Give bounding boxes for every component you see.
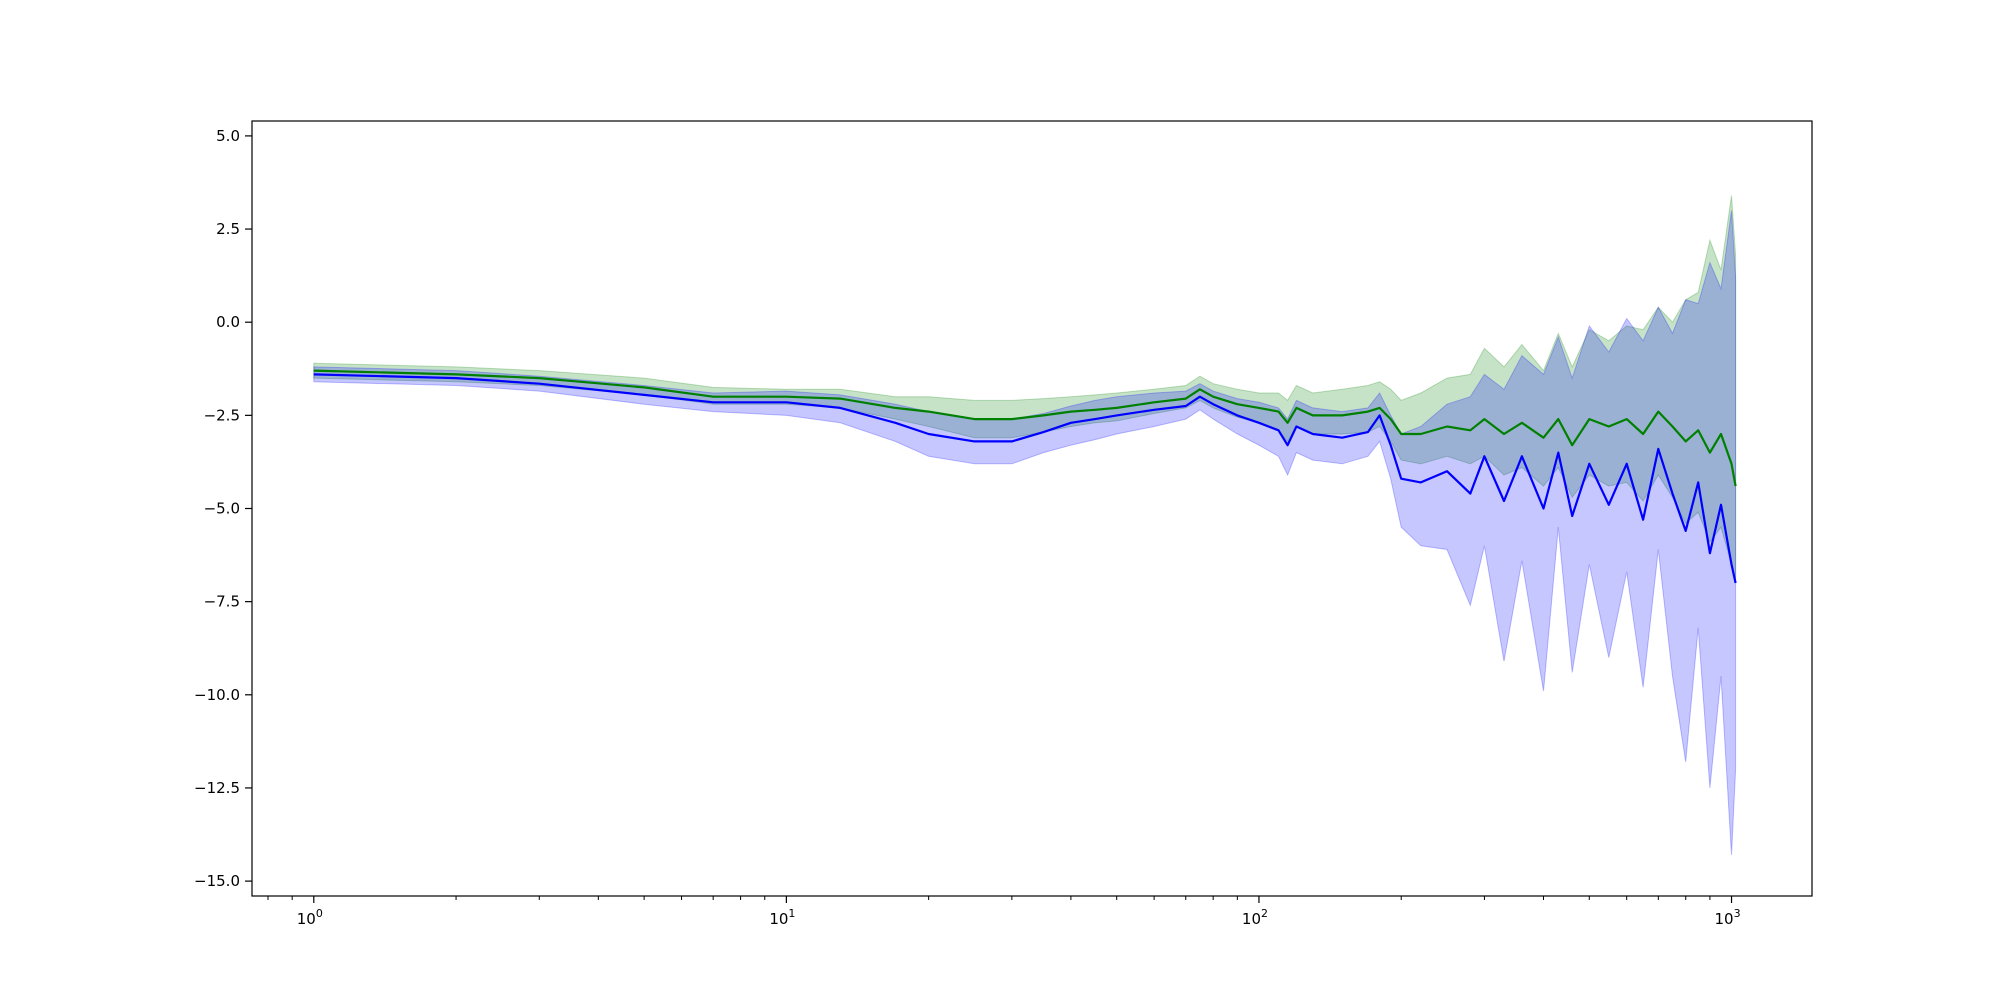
y-tick-label-3: −2.5 <box>204 406 240 424</box>
y-tick-label-7: −12.5 <box>194 779 240 797</box>
x-tick-label-3: 103 <box>1714 907 1740 928</box>
x-tick-label-0: 100 <box>297 907 323 928</box>
x-axis: 100 101 102 103 <box>267 896 1741 928</box>
x-tick-label-1: 101 <box>769 907 795 928</box>
series-lines <box>313 369 1737 584</box>
y-tick-label-2: 0.0 <box>216 313 240 331</box>
y-tick-label-5: −7.5 <box>204 593 240 611</box>
series-1-band <box>313 210 1737 856</box>
series-0-line <box>313 369 1737 487</box>
y-tick-label-8: −15.0 <box>194 872 240 890</box>
y-tick-label-6: −10.0 <box>194 686 240 704</box>
y-tick-label-1: 2.5 <box>216 220 240 238</box>
series-1-line <box>313 373 1737 584</box>
y-axis: 5.0 2.5 0.0 −2.5 −5.0 −7.5 −10.0 −12.5 −15.0 <box>194 127 252 890</box>
x-tick-label-2: 102 <box>1242 907 1268 928</box>
y-tick-label-0: 5.0 <box>216 127 240 145</box>
y-tick-label-4: −5.0 <box>204 500 240 518</box>
